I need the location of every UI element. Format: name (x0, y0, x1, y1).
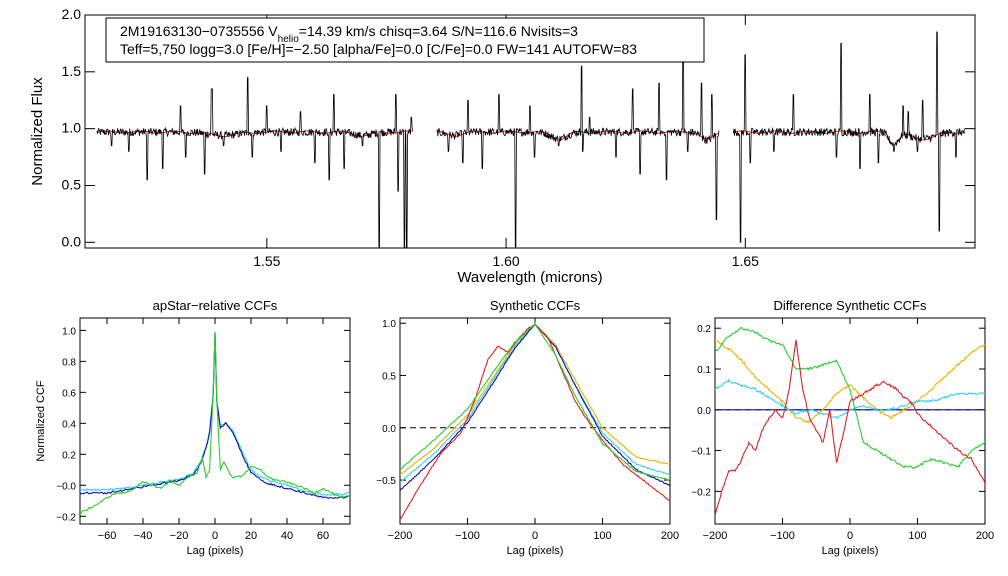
x-tick-label: 100 (593, 530, 611, 542)
x-tick-label: 0 (212, 530, 218, 542)
y-tick-label: 0.1 (697, 365, 711, 376)
y-tick-label: 0.2 (62, 450, 76, 461)
x-tick-label: 100 (908, 530, 926, 542)
ccf-series-blue (400, 322, 670, 492)
y-tick-label: −0.1 (691, 447, 711, 458)
synthetic-ccf-panel: −200 −100 0 100 200 −0.5 0.0 0.5 1.0 Lag (pixels)… (376, 298, 679, 557)
annotation-line2: Teff=5,750 logg=3.0 [Fe/H]=−2.50 [alpha/… (120, 41, 637, 57)
x-axis-label: Lag (pixels) (822, 545, 879, 557)
y-tick-label: 0.0 (697, 406, 711, 417)
x-tick-label: 0 (847, 530, 853, 542)
x-tick-label: 0 (532, 530, 538, 542)
difference-ccf-panel: −200 −100 0 100 200 −0.2 −0.1 0.0 0.1 0.2 Lag (pix… (691, 298, 994, 557)
ccf-series-blue (80, 331, 350, 500)
ccf-series-cyan (80, 333, 350, 497)
apstar-ccf-panel: −60 −40 −20 0 20 40 60 −0.2 −0.0 0.2 0.4 0.6 0.8 1.0 L… (35, 298, 351, 557)
y-tick-label: 0.6 (62, 388, 76, 399)
ccf-series-red (400, 322, 670, 521)
ccf-series-green (715, 327, 985, 469)
x-tick-label: −200 (388, 530, 413, 542)
x-tick-label: 1.65 (732, 253, 759, 269)
panel-title: apStar−relative CCFs (153, 298, 278, 313)
plot-frame (84, 14, 976, 249)
y-tick-label: 1.0 (382, 319, 396, 330)
x-axis-label: Wavelength (microns) (457, 269, 602, 286)
x-tick-label: 1.60 (492, 253, 519, 269)
x-tick-label: −100 (455, 530, 480, 542)
y-tick-label: 1.5 (62, 63, 82, 79)
y-tick-label: 0.8 (62, 357, 76, 368)
annotation-line1: 2M19163130−0735556 Vhelio=14.39 km/s chi… (120, 23, 578, 45)
panel-title: Synthetic CCFs (490, 298, 581, 313)
x-tick-label: −100 (770, 530, 795, 542)
plot-frame (399, 317, 671, 525)
observed-spectrum-chip-1 (96, 77, 414, 248)
y-tick-label: 2.0 (62, 6, 82, 22)
model-spectrum-chip-3 (733, 130, 966, 146)
spectrum-panel: 1.55 1.60 1.65 0.0 0.5 1.0 1.5 2.0 Wavelength (m… (29, 6, 976, 286)
y-axis-label: Normalized CCF (35, 380, 47, 462)
x-tick-label: 40 (281, 530, 293, 542)
plot-frame (714, 317, 986, 525)
x-tick-label: 200 (976, 530, 994, 542)
ccf-series-red (715, 339, 985, 516)
observed-spectrum-chip-3 (732, 31, 966, 243)
y-tick-label: −0.2 (691, 487, 711, 498)
ccf-series-cyan (715, 378, 985, 419)
y-tick-label: −0.0 (56, 481, 76, 492)
x-tick-label: −60 (98, 530, 117, 542)
y-tick-label: 0.0 (382, 424, 396, 435)
x-tick-label: 200 (661, 530, 679, 542)
y-axis-label: Normalized Flux (29, 77, 46, 186)
x-tick-label: 20 (245, 530, 257, 542)
annotation-box: 2M19163130−0735556 Vhelio=14.39 km/s chi… (105, 17, 705, 63)
y-tick-label: 1.0 (62, 120, 82, 136)
x-tick-label: −40 (134, 530, 153, 542)
ccf-series-green (80, 331, 350, 514)
y-tick-label: 0.0 (62, 233, 82, 249)
x-tick-label: 60 (317, 530, 329, 542)
panel-title: Difference Synthetic CCFs (774, 298, 927, 313)
y-tick-label: 0.5 (62, 176, 82, 192)
y-tick-label: 1.0 (62, 326, 76, 337)
y-tick-label: −0.5 (376, 476, 396, 487)
x-tick-label: 1.55 (253, 253, 280, 269)
observed-spectrum-chip-2 (436, 37, 720, 248)
x-axis-label: Lag (pixels) (187, 545, 244, 557)
y-tick-label: 0.4 (62, 419, 76, 430)
y-tick-label: −0.2 (56, 512, 76, 523)
ccf-series-cyan (400, 322, 670, 483)
y-tick-label: 0.5 (382, 372, 396, 383)
x-tick-label: −20 (170, 530, 189, 542)
ccf-series-orange (715, 339, 985, 424)
y-tick-label: 0.2 (697, 324, 711, 335)
x-axis-label: Lag (pixels) (507, 545, 564, 557)
ccf-series-green (400, 321, 670, 481)
x-tick-label: −200 (703, 530, 728, 542)
